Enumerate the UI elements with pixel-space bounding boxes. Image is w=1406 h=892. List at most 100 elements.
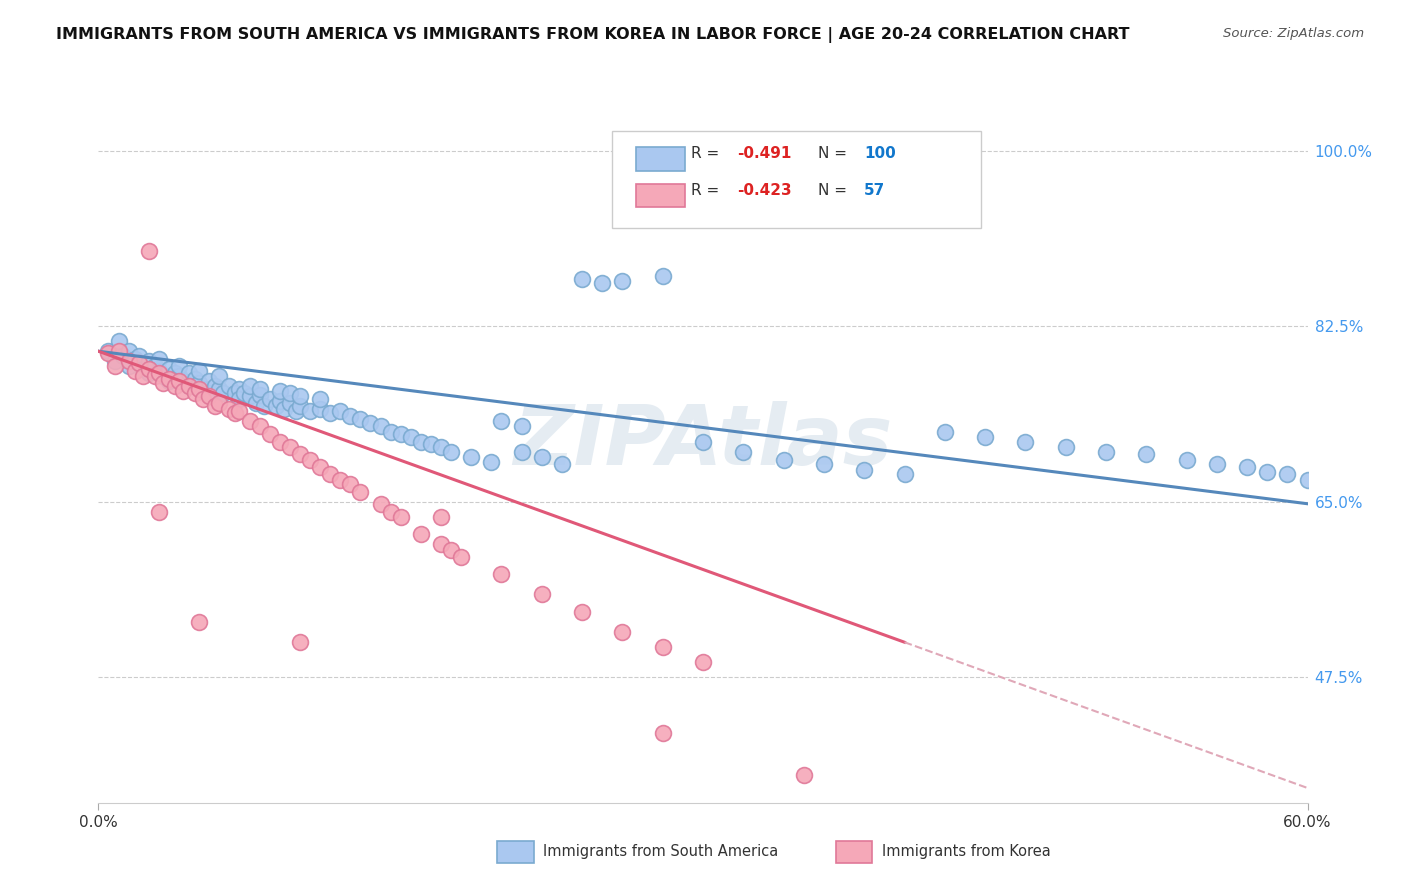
Point [152, 376, 174, 391]
Point [319, 467, 342, 481]
Point [172, 384, 194, 399]
Point [218, 379, 240, 393]
Point [148, 352, 170, 367]
Text: Immigrants from Korea: Immigrants from Korea [882, 845, 1050, 859]
Point [309, 459, 332, 474]
Point [450, 549, 472, 564]
Point [793, 767, 815, 781]
Point [399, 429, 422, 443]
Point [208, 383, 231, 397]
Point [204, 379, 226, 393]
Point [612, 274, 634, 288]
Point [97, 344, 120, 359]
FancyBboxPatch shape [613, 131, 981, 228]
Point [118, 344, 141, 359]
Point [772, 452, 794, 467]
Point [208, 396, 231, 410]
Point [132, 362, 155, 376]
Point [157, 375, 180, 389]
FancyBboxPatch shape [837, 841, 872, 863]
Point [138, 362, 160, 376]
Point [232, 386, 254, 401]
Point [1236, 459, 1258, 474]
Point [107, 344, 129, 359]
Point [124, 364, 146, 378]
Point [167, 359, 190, 374]
Point [184, 372, 207, 386]
FancyBboxPatch shape [637, 184, 685, 207]
Point [188, 615, 211, 630]
Point [430, 509, 453, 524]
Point [370, 497, 392, 511]
Point [278, 386, 301, 401]
Point [143, 359, 166, 374]
Point [309, 392, 332, 407]
Point [430, 537, 453, 551]
Point [591, 276, 613, 290]
FancyBboxPatch shape [637, 147, 685, 170]
Point [288, 389, 311, 403]
Point [571, 272, 593, 286]
Point [551, 457, 574, 471]
Point [167, 375, 190, 389]
Point [224, 386, 246, 401]
Point [288, 447, 311, 461]
Point [1175, 452, 1198, 467]
Text: Source: ZipAtlas.com: Source: ZipAtlas.com [1223, 27, 1364, 40]
Point [259, 426, 281, 441]
Text: 57: 57 [863, 183, 884, 198]
Point [349, 412, 371, 426]
Point [389, 426, 412, 441]
Point [264, 400, 287, 414]
Text: R =: R = [690, 183, 724, 198]
Point [239, 414, 262, 429]
Point [692, 434, 714, 449]
Point [118, 354, 141, 368]
Point [934, 425, 956, 439]
Text: 100: 100 [863, 146, 896, 161]
Point [269, 394, 291, 409]
Point [530, 587, 553, 601]
Point [339, 409, 361, 424]
Point [1206, 457, 1229, 471]
Point [329, 404, 352, 418]
Point [491, 567, 513, 582]
Point [239, 379, 262, 393]
Point [339, 476, 361, 491]
Point [184, 386, 207, 401]
Text: N =: N = [818, 183, 852, 198]
Point [138, 244, 160, 258]
Point [124, 352, 146, 367]
Point [1054, 440, 1077, 454]
Point [460, 450, 482, 464]
Point [198, 375, 221, 389]
Point [97, 346, 120, 360]
Point [430, 440, 453, 454]
Point [128, 356, 150, 370]
Point [1135, 447, 1157, 461]
Point [193, 392, 215, 407]
Point [179, 379, 201, 393]
Point [1095, 444, 1118, 458]
Point [249, 419, 271, 434]
Point [212, 386, 235, 401]
Point [1296, 473, 1319, 487]
Point [148, 366, 170, 380]
Point [103, 359, 125, 374]
Point [163, 379, 186, 393]
Point [253, 400, 276, 414]
Point [278, 396, 301, 410]
Point [440, 543, 463, 558]
Point [349, 484, 371, 499]
Point [491, 414, 513, 429]
Point [218, 402, 240, 417]
Point [193, 383, 215, 397]
Point [510, 419, 533, 434]
Point [107, 334, 129, 349]
Point [440, 444, 463, 458]
Point [111, 349, 134, 363]
Point [813, 457, 835, 471]
Point [179, 379, 201, 393]
Point [360, 417, 382, 431]
Point [228, 383, 250, 397]
